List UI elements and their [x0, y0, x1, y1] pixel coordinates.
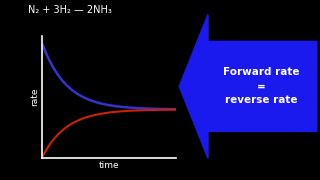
Text: Forward rate
=
reverse rate: Forward rate = reverse rate — [222, 67, 299, 105]
X-axis label: time: time — [99, 161, 119, 170]
Text: N₂ + 3H₂ — 2NH₃: N₂ + 3H₂ — 2NH₃ — [28, 5, 112, 15]
Y-axis label: rate: rate — [30, 88, 39, 106]
